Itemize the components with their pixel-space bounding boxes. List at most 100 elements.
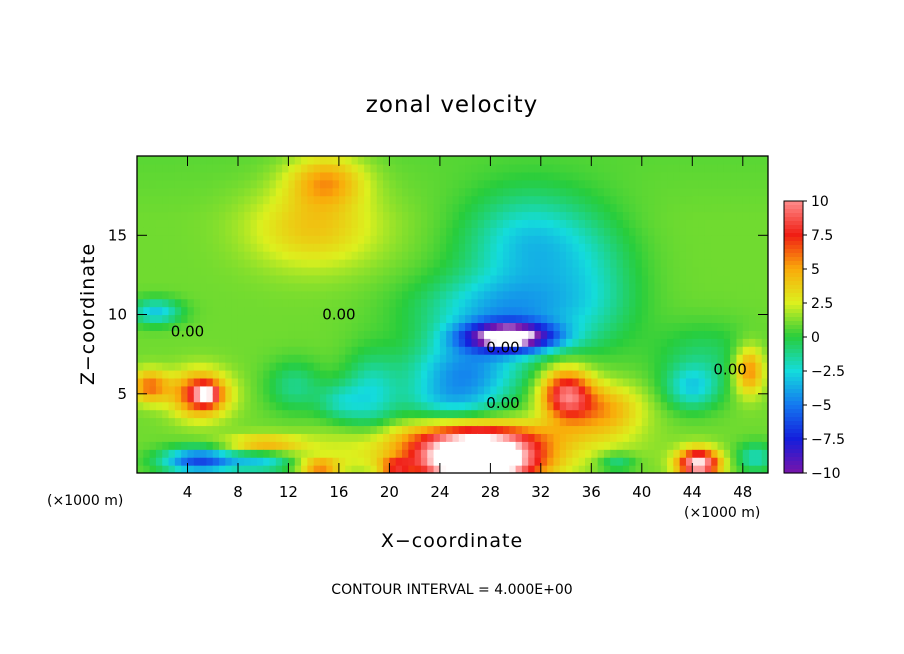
heatmap-cell [256, 393, 264, 403]
heatmap-cell [528, 274, 536, 284]
heatmap-cell [679, 322, 687, 331]
heatmap-cell [629, 156, 637, 165]
heatmap-cell [408, 282, 416, 292]
heatmap-cell [534, 282, 542, 292]
heatmap-cell [137, 211, 144, 220]
heatmap-cell [181, 377, 189, 387]
heatmap-cell [749, 203, 756, 213]
heatmap-cell [193, 362, 201, 371]
heatmap-cell [446, 203, 454, 213]
heatmap-cell [648, 330, 656, 339]
heatmap-cell [332, 219, 340, 228]
heatmap-cell [509, 330, 517, 339]
heatmap-cell [711, 156, 719, 165]
heatmap-cell [521, 401, 529, 411]
heatmap-cell [332, 211, 340, 220]
heatmap-cell [383, 385, 390, 395]
heatmap-cell [502, 369, 510, 379]
heatmap-cell [338, 290, 346, 300]
heatmap-cell [332, 401, 340, 411]
heatmap-cell [515, 266, 523, 276]
heatmap-cell [338, 449, 346, 458]
heatmap-cell [484, 465, 491, 473]
heatmap-cell [553, 243, 561, 252]
heatmap-cell [282, 314, 290, 324]
heatmap-cell [572, 187, 580, 197]
heatmap-cell [200, 227, 208, 236]
heatmap-cell [723, 266, 731, 276]
heatmap-cell [635, 211, 643, 220]
heatmap-cell [667, 338, 674, 347]
heatmap-cell [572, 259, 580, 268]
heatmap-cell [187, 354, 195, 363]
heatmap-cell [389, 314, 397, 324]
heatmap-cell [540, 227, 548, 236]
heatmap-cell [319, 322, 327, 331]
heatmap-cell [200, 203, 208, 213]
heatmap-cell [288, 409, 296, 419]
heatmap-cell [490, 156, 498, 165]
heatmap-cell [704, 369, 712, 379]
heatmap-cell [528, 179, 536, 189]
heatmap-cell [679, 441, 687, 450]
heatmap-cell [490, 346, 498, 355]
heatmap-cell [761, 441, 768, 450]
heatmap-cell [307, 338, 315, 347]
heatmap-cell [635, 306, 643, 316]
heatmap-cell [168, 156, 176, 165]
heatmap-cell [364, 465, 372, 473]
heatmap-cell [250, 433, 258, 442]
heatmap-cell [149, 362, 157, 371]
heatmap-cell [395, 385, 403, 395]
heatmap-cell [635, 449, 643, 458]
heatmap-cell [490, 243, 498, 252]
heatmap-cell [137, 274, 144, 284]
heatmap-cell [420, 346, 428, 355]
heatmap-cell [635, 298, 643, 308]
heatmap-cell [704, 259, 712, 268]
heatmap-cell [307, 385, 315, 395]
heatmap-cell [402, 290, 409, 300]
heatmap-cell [698, 465, 706, 473]
heatmap-cell [742, 362, 750, 371]
colorbar-cell [784, 233, 803, 238]
heatmap-cell [458, 266, 466, 276]
heatmap-cell [730, 171, 738, 181]
heatmap-cell [616, 322, 624, 331]
heatmap-cell [219, 417, 226, 427]
heatmap-cell [263, 449, 271, 458]
heatmap-cell [685, 219, 693, 228]
heatmap-cell [332, 266, 340, 276]
heatmap-cell [685, 409, 693, 419]
heatmap-cell [345, 211, 353, 220]
heatmap-cell [219, 266, 226, 276]
heatmap-cell [237, 457, 245, 466]
heatmap-cell [174, 401, 182, 411]
heatmap-cell [515, 156, 523, 165]
heatmap-cell [376, 290, 384, 300]
heatmap-cell [155, 251, 163, 260]
heatmap-cell [484, 163, 491, 173]
heatmap-cell [641, 306, 649, 316]
heatmap-cell [446, 219, 454, 228]
heatmap-cell [420, 171, 428, 181]
heatmap-cell [263, 433, 271, 442]
heatmap-cell [332, 441, 340, 450]
heatmap-cell [174, 227, 182, 236]
heatmap-cell [351, 235, 359, 244]
heatmap-cell [427, 393, 435, 403]
heatmap-cell [174, 274, 182, 284]
heatmap-cell [509, 441, 517, 450]
heatmap-cell [540, 465, 548, 473]
heatmap-cell [275, 401, 283, 411]
heatmap-cell [603, 306, 611, 316]
heatmap-cell [263, 401, 271, 411]
heatmap-cell [206, 417, 214, 427]
heatmap-cell [244, 441, 252, 450]
heatmap-cell [237, 314, 245, 324]
heatmap-cell [225, 306, 233, 316]
heatmap-cell [370, 362, 378, 371]
heatmap-cell [496, 179, 504, 189]
heatmap-cell [345, 465, 353, 473]
heatmap-cell [275, 338, 283, 347]
